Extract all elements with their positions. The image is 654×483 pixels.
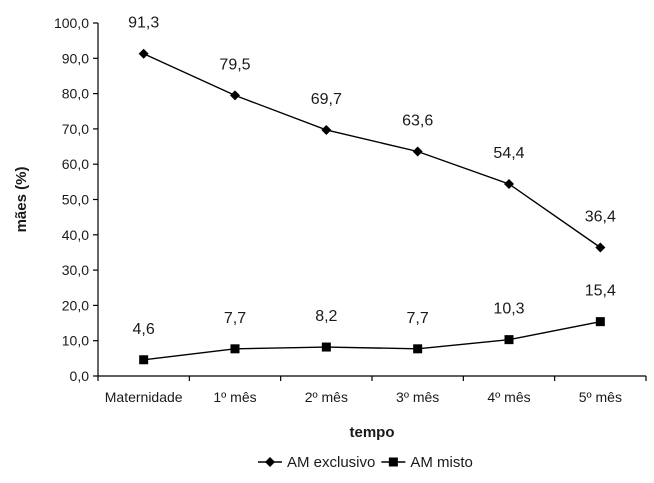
data-point-am-misto xyxy=(413,344,423,354)
x-tick-label: 5º mês xyxy=(579,389,622,405)
legend-marker xyxy=(388,457,398,467)
x-tick-label: Maternidade xyxy=(105,389,183,405)
data-label-am-misto: 7,7 xyxy=(407,310,429,327)
y-tick-label: 70,0 xyxy=(62,121,89,137)
x-axis: Maternidade 1º mês 2º mês 3º mês 4º mês 5º mê… xyxy=(97,375,647,405)
data-point-am-misto xyxy=(230,344,240,354)
y-tick-label: 20,0 xyxy=(62,297,89,313)
y-axis: 0,0 10,0 20,0 30,0 40,0 50,0 60,0 70,0 80,0 90,0 1… xyxy=(54,15,99,384)
data-label-am-misto: 10,3 xyxy=(493,301,524,318)
y-tick-label: 90,0 xyxy=(62,50,89,66)
y-tick-label: 40,0 xyxy=(62,227,89,243)
data-label-am-exclusivo: 79,5 xyxy=(219,56,250,73)
y-tick-label: 50,0 xyxy=(62,192,89,208)
data-point-am-misto xyxy=(504,335,514,345)
data-label-am-exclusivo: 91,3 xyxy=(128,15,159,32)
data-label-am-exclusivo: 69,7 xyxy=(311,91,342,108)
data-point-am-misto xyxy=(321,342,331,352)
legend-item-am-exclusivo: AM exclusivo xyxy=(258,454,375,471)
x-tick-label: 4º mês xyxy=(487,389,530,405)
data-point-am-misto xyxy=(139,355,149,365)
legend-item-am-misto: AM misto xyxy=(381,454,473,471)
data-point-am-exclusivo xyxy=(595,242,606,253)
series-layer: 91,3 79,5 69,7 63,6 54,4 36,4 4,6 7,7 8,2 7,7 10,3… xyxy=(128,15,616,365)
series-am-misto: 4,6 7,7 8,2 7,7 10,3 15,4 xyxy=(133,283,616,365)
data-point-am-exclusivo xyxy=(412,146,423,157)
data-label-am-exclusivo: 54,4 xyxy=(493,145,524,162)
data-point-am-exclusivo xyxy=(504,178,514,189)
data-label-am-exclusivo: 36,4 xyxy=(585,209,616,226)
legend-label: AM misto xyxy=(410,454,473,471)
y-tick-label: 0,0 xyxy=(70,368,90,384)
x-tick-label: 2º mês xyxy=(305,389,348,405)
legend: AM exclusivo AM misto xyxy=(258,454,473,471)
series-line-am-misto xyxy=(143,320,601,361)
x-tick-label: 3º mês xyxy=(396,389,439,405)
y-tick-label: 30,0 xyxy=(62,262,89,278)
series-am-exclusivo: 91,3 79,5 69,7 63,6 54,4 36,4 xyxy=(128,15,616,253)
series-line-am-exclusivo xyxy=(143,53,601,249)
x-tick-label: 1º mês xyxy=(213,389,256,405)
data-point-am-exclusivo xyxy=(321,124,332,135)
y-tick-label: 100,0 xyxy=(54,15,89,31)
legend-marker xyxy=(265,457,275,467)
data-label-am-misto: 8,2 xyxy=(315,308,337,325)
y-axis-title: mães (%) xyxy=(13,167,30,233)
data-point-am-exclusivo xyxy=(230,90,240,101)
y-tick-label: 60,0 xyxy=(62,156,89,172)
data-label-am-misto: 7,7 xyxy=(224,310,246,327)
data-point-am-exclusivo xyxy=(138,48,149,59)
data-label-am-misto: 4,6 xyxy=(133,321,155,338)
y-tick-label: 80,0 xyxy=(62,86,89,102)
legend-label: AM exclusivo xyxy=(287,454,375,471)
data-label-am-exclusivo: 63,6 xyxy=(402,112,433,129)
x-axis-title: tempo xyxy=(350,424,395,441)
data-label-am-misto: 15,4 xyxy=(585,283,616,300)
data-point-am-misto xyxy=(595,317,605,327)
y-tick-label: 10,0 xyxy=(62,333,89,349)
